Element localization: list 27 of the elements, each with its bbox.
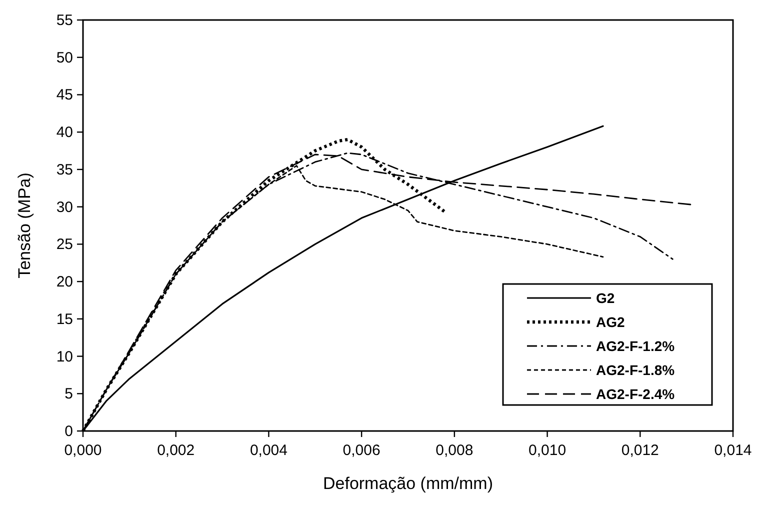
legend-label: AG2: [596, 314, 625, 330]
legend-label: G2: [596, 290, 615, 306]
x-tick-label: 0,006: [342, 442, 380, 459]
y-tick-label: 10: [56, 348, 73, 366]
x-tick-label: 0,000: [64, 442, 102, 459]
x-tick-label: 0,012: [621, 442, 659, 459]
x-axis-title: Deformação (mm/mm): [322, 474, 494, 493]
y-tick-label: 50: [56, 49, 73, 66]
x-tick-label: 0,008: [436, 442, 474, 459]
y-tick-label: 35: [56, 161, 73, 178]
y-tick-label: 55: [56, 12, 73, 29]
y-axis-title: Tensão (MPa): [15, 172, 34, 278]
legend-label: AG2-F-1.2%: [596, 338, 676, 354]
y-tick-label: 0: [64, 423, 73, 440]
y-tick-label: 5: [64, 386, 73, 403]
x-tick-label: 0,002: [157, 442, 195, 459]
y-tick-label: 20: [56, 274, 73, 291]
y-tick-label: 15: [56, 310, 73, 328]
legend-label: AG2-F-2.4%: [596, 386, 676, 402]
x-tick-label: 0,014: [714, 442, 752, 459]
x-tick-label: 0,010: [528, 442, 566, 459]
y-tick-label: 45: [56, 86, 73, 104]
y-tick-label: 30: [56, 198, 73, 216]
y-tick-label: 25: [56, 236, 73, 254]
legend-label: AG2-F-1.8%: [596, 362, 676, 378]
y-tick-label: 40: [56, 124, 73, 142]
x-tick-label: 0,004: [250, 442, 288, 459]
